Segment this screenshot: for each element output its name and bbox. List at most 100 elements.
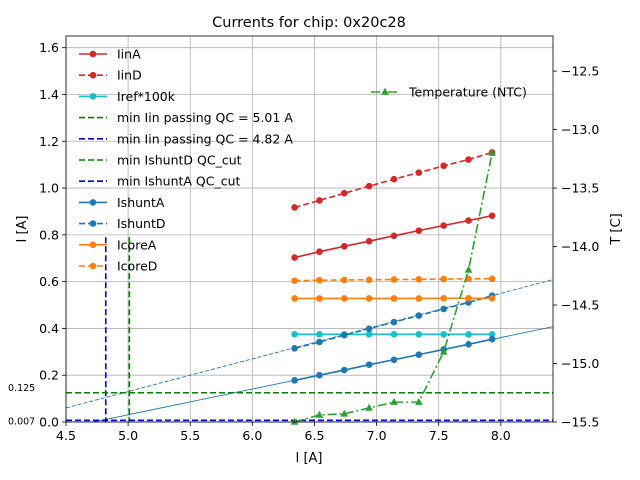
- data-point: [316, 295, 323, 302]
- data-point: [465, 341, 472, 348]
- data-point: [340, 331, 348, 339]
- y2-tick-label: −14.5: [561, 298, 599, 313]
- legend-item-min-iin-passing-qc-4-82-a: min Iin passing QC = 4.82 A: [79, 131, 293, 146]
- legend-label: IinD: [117, 68, 142, 83]
- x-tick-label: 6.5: [305, 428, 325, 443]
- y-tick-label: 1.0: [39, 181, 59, 196]
- x-axis-label: I [A]: [295, 451, 322, 466]
- legend-label: IshuntD: [117, 216, 166, 231]
- data-point: [390, 295, 398, 302]
- data-point: [415, 312, 423, 319]
- data-point: [291, 277, 298, 285]
- axes: 4.5 5.0 5.5 6.0 6.5 7.0 7.5 8.0 0.0 0.2 0.4 0.6 0.8 1…: [8, 35, 599, 443]
- fit-lines: [65, 279, 554, 423]
- data-point: [365, 237, 373, 245]
- y2-tick-label: −13.0: [561, 122, 599, 137]
- data-point: [390, 232, 398, 240]
- data-point: [439, 347, 448, 355]
- legend-marker: [89, 93, 97, 100]
- grid: [65, 36, 553, 423]
- data-point: [365, 276, 373, 284]
- data-point: [440, 294, 447, 302]
- data-point: [465, 330, 472, 338]
- legend-item-ishunta: IshuntA: [79, 195, 165, 210]
- legend-item-iref-100k: Iref*100k: [79, 89, 176, 104]
- y-tick-label: 1.4: [39, 87, 59, 102]
- data-point: [291, 330, 298, 338]
- series-icorea: [291, 294, 496, 302]
- threshold-value-label: 0.125: [8, 383, 35, 394]
- data-point: [390, 276, 398, 283]
- legend: IinA IinD Iref*100k min Iin passing QC = 5.…: [79, 47, 293, 274]
- data-point: [340, 189, 348, 197]
- data-point: [316, 371, 323, 379]
- data-point: [340, 243, 348, 250]
- data-point: [390, 356, 398, 364]
- series-line: [294, 152, 493, 423]
- legend-item-iina: IinA: [79, 47, 141, 62]
- data-point: [488, 294, 496, 302]
- data-point: [465, 294, 472, 302]
- y2-tick-label: −15.0: [561, 356, 599, 371]
- data-point: [290, 417, 299, 425]
- data-point: [291, 377, 298, 384]
- series-iind: [291, 149, 496, 211]
- data-point: [316, 248, 323, 255]
- legend-label: Iref*100k: [117, 89, 176, 104]
- legend-marker: [89, 71, 97, 79]
- data-point: [291, 345, 298, 352]
- data-point: [365, 182, 373, 190]
- data-point: [316, 197, 323, 204]
- data-point: [415, 397, 423, 405]
- data-point: [365, 325, 373, 332]
- y-tick-label: 0.6: [39, 274, 59, 289]
- legend-item-temperature-ntc: Temperature (NTC): [371, 85, 527, 100]
- data-point: [340, 276, 348, 284]
- y2-tick-label: −15.5: [561, 415, 599, 430]
- x-tick-label: 5.0: [118, 428, 138, 443]
- data-point: [440, 162, 447, 170]
- data-point: [365, 403, 373, 411]
- data-point: [316, 338, 323, 346]
- series-icored: [291, 275, 496, 285]
- legend-item-min-ishuntd-qc-cut: min IshuntD QC_cut: [79, 153, 242, 168]
- data-point: [465, 217, 472, 224]
- legend-label: IcoreA: [117, 237, 157, 252]
- threshold-value-label: 0.007: [8, 416, 35, 427]
- data-point: [340, 409, 349, 417]
- data-point: [291, 254, 298, 261]
- data-point: [291, 295, 298, 302]
- data-point: [316, 276, 323, 284]
- data-point: [340, 295, 348, 302]
- data-point: [440, 275, 447, 283]
- legend-marker: [89, 50, 97, 58]
- data-point: [365, 361, 373, 368]
- data-point: [316, 330, 323, 338]
- data-point: [488, 275, 496, 283]
- y-tick-label: 0.2: [39, 368, 59, 383]
- threshold-lines: [66, 237, 553, 422]
- data-point: [488, 335, 496, 343]
- legend-label: min Iin passing QC = 5.01 A: [117, 110, 293, 125]
- data-point: [415, 351, 423, 358]
- series-group: [290, 148, 496, 425]
- legend-label: min Iin passing QC = 4.82 A: [117, 131, 293, 146]
- x-tick-label: 5.5: [180, 428, 200, 443]
- data-point: [465, 156, 472, 163]
- chart-title: Currents for chip: 0x20c28: [212, 15, 406, 31]
- y2-tick-label: −13.5: [561, 181, 599, 196]
- x-tick-label: 6.0: [242, 428, 262, 443]
- data-point: [415, 169, 423, 176]
- y-tick-label: 0.8: [39, 227, 59, 242]
- data-point: [415, 275, 423, 283]
- legend-label: IshuntA: [117, 195, 165, 210]
- legend-marker: [381, 87, 389, 95]
- data-point: [440, 305, 447, 313]
- data-point: [488, 330, 496, 338]
- legend-label: Temperature (NTC): [408, 85, 527, 100]
- legend-temperature: Temperature (NTC): [371, 85, 527, 100]
- data-point: [464, 265, 473, 273]
- plot-frame: [65, 35, 554, 423]
- y-tick-label: 1.6: [39, 40, 59, 55]
